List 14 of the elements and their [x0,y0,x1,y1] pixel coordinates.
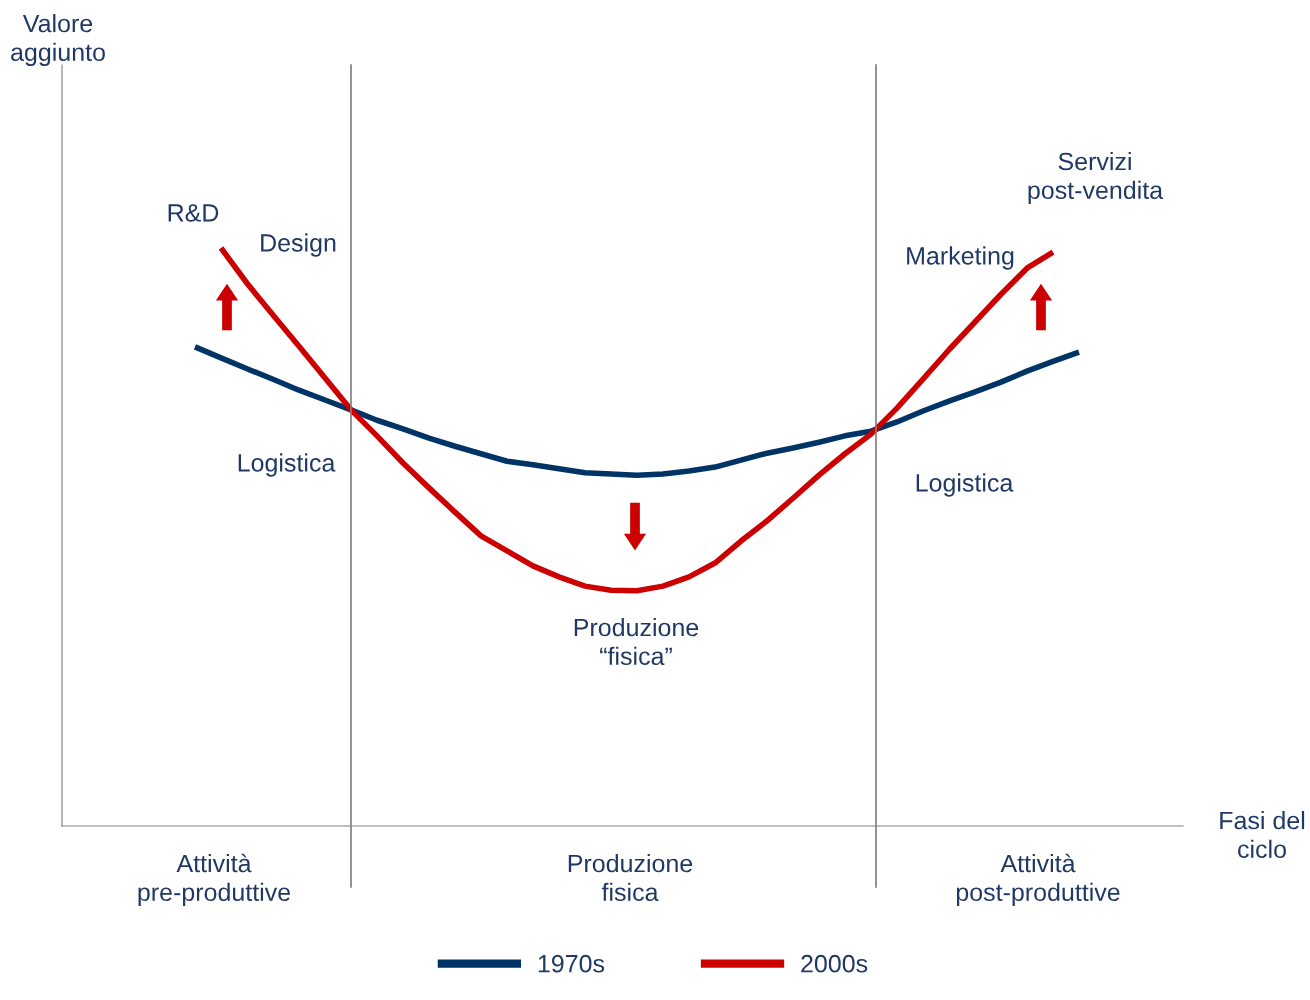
annotation: Logistica [238,453,336,477]
annotation: Produzione “fisica” [574,617,699,666]
text: Produzione fisica [568,853,693,902]
text: Fasi del ciclo [1220,810,1305,859]
annotation: Logistica [916,473,1014,497]
legend-label: 2000s [801,954,868,973]
text: Attività pre-produttive [138,853,291,907]
legend-label: 1970s [538,954,605,973]
text: Servizi post-vendita [1028,151,1164,205]
annotation: Marketing [907,246,1014,270]
text: R&D [168,204,219,222]
text: Valore aggiunto [11,13,105,67]
text: Attività post-produttive [956,853,1120,907]
annotation: Design [261,233,336,257]
